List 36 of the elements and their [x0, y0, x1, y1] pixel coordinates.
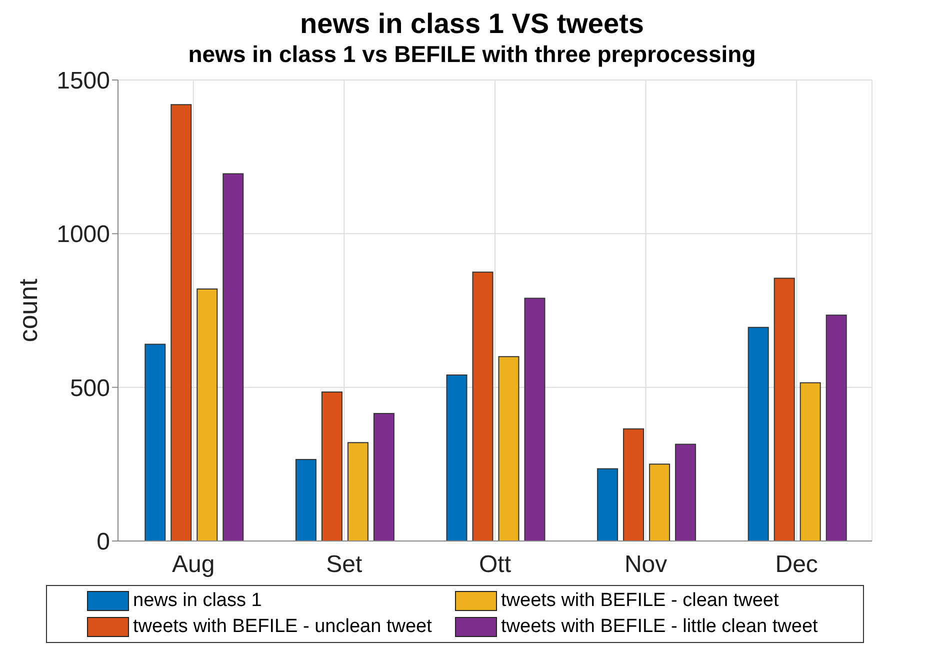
bar [623, 428, 644, 541]
bar [295, 459, 316, 541]
bar [446, 374, 468, 541]
x-tick-label: Ott [478, 551, 512, 578]
legend-label: tweets with BEFILE - clean tweet [501, 590, 779, 612]
bar [170, 104, 192, 541]
bar [524, 298, 546, 541]
legend-label: tweets with BEFILE - unclean tweet [133, 616, 432, 638]
bar [347, 442, 368, 541]
bar [800, 382, 821, 541]
x-tick-label: Aug [172, 551, 215, 578]
bar [472, 272, 494, 541]
x-tick-label: Set [326, 551, 363, 578]
bar [675, 444, 696, 541]
bar [748, 326, 769, 541]
bar [774, 278, 795, 541]
bar [649, 464, 670, 541]
bar [196, 288, 218, 541]
bar [498, 356, 520, 541]
bar [373, 412, 394, 541]
x-tick-label: Nov [624, 551, 668, 578]
chart-title: news in class 1 VS tweets [299, 8, 645, 40]
bar [826, 314, 847, 541]
legend-label: tweets with BEFILE - little clean tweet [501, 616, 818, 638]
bar [144, 344, 166, 541]
legend-label: news in class 1 [133, 590, 262, 612]
y-tick-label: 1500 [56, 68, 110, 95]
y-axis-title: count [13, 278, 44, 342]
bar [321, 391, 342, 541]
chart-subtitle: news in class 1 vs BEFILE with three preprocessing [187, 40, 757, 68]
x-tick-label: Dec [775, 551, 818, 578]
bar [222, 173, 244, 541]
bar [597, 468, 618, 541]
y-tick-label: 500 [70, 374, 110, 402]
y-tick-label: 1000 [56, 221, 110, 248]
y-tick-label: 0 [96, 528, 110, 556]
